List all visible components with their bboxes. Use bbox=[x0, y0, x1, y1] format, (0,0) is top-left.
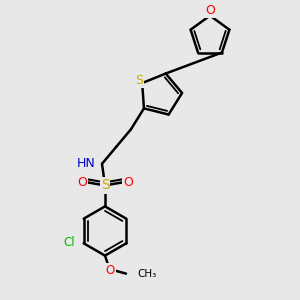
Text: O: O bbox=[77, 176, 87, 189]
Text: Cl: Cl bbox=[64, 236, 75, 249]
Text: CH₃: CH₃ bbox=[137, 268, 157, 279]
Text: O: O bbox=[123, 176, 133, 189]
Text: HN: HN bbox=[77, 157, 95, 170]
Text: O: O bbox=[205, 4, 215, 17]
Text: O: O bbox=[106, 264, 115, 277]
Text: S: S bbox=[100, 178, 109, 192]
Text: S: S bbox=[135, 74, 143, 87]
